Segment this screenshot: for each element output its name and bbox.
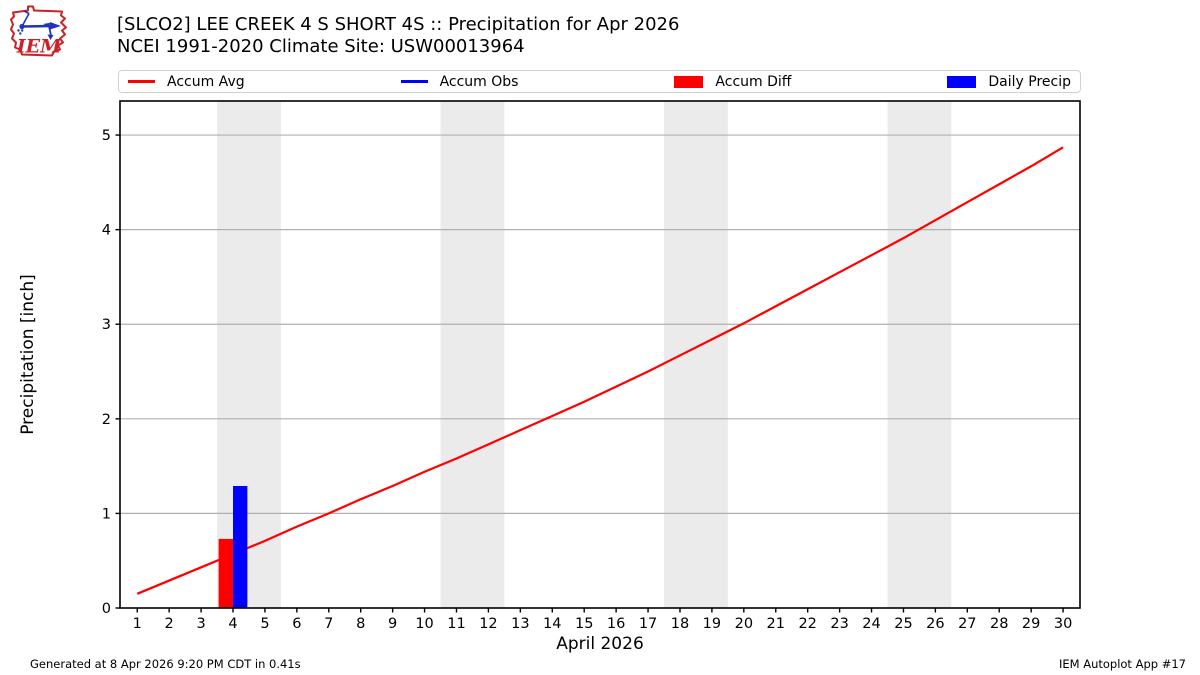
x-tick-label: 22 bbox=[798, 616, 816, 632]
x-tick-label: 1 bbox=[133, 616, 142, 632]
chart-subtitle: NCEI 1991-2020 Climate Site: USW00013964 bbox=[117, 35, 525, 57]
weather-vane-icon bbox=[17, 10, 61, 40]
x-tick-label: 28 bbox=[990, 616, 1008, 632]
weekend-band bbox=[664, 101, 728, 608]
x-tick-label: 24 bbox=[862, 616, 880, 632]
x-tick-label: 10 bbox=[415, 616, 433, 632]
chart-title: [SLCO2] LEE CREEK 4 S SHORT 4S :: Precip… bbox=[117, 14, 680, 35]
y-tick-label: 0 bbox=[102, 601, 111, 617]
x-tick-label: 14 bbox=[543, 616, 561, 632]
x-tick-label: 19 bbox=[703, 616, 721, 632]
x-tick-label: 3 bbox=[196, 616, 205, 632]
weekend-band bbox=[440, 101, 505, 608]
x-tick-label: 2 bbox=[165, 616, 174, 632]
x-tick-label: 23 bbox=[830, 616, 848, 632]
plot-border bbox=[119, 100, 1081, 609]
generated-timestamp: Generated at 8 Apr 2026 9:20 PM CDT in 0… bbox=[30, 657, 301, 671]
legend-label: Accum Avg bbox=[167, 73, 245, 90]
x-axis-label: April 2026 bbox=[556, 634, 644, 654]
y-tick-label: 3 bbox=[102, 317, 111, 333]
app-credit: IEM Autoplot App #17 bbox=[1058, 657, 1186, 671]
weekend-bands bbox=[217, 101, 952, 608]
x-tick-label: 9 bbox=[388, 616, 397, 632]
x-tick-label: 12 bbox=[479, 616, 497, 632]
chart-legend: Accum Avg Accum Obs Accum Diff Daily Pre… bbox=[118, 70, 1081, 93]
weekend-band bbox=[217, 101, 281, 608]
x-tick-label: 6 bbox=[292, 616, 301, 632]
x-tick-label: 30 bbox=[1054, 616, 1072, 632]
iowa-outline-icon bbox=[10, 5, 67, 57]
x-tick-label: 13 bbox=[511, 616, 529, 632]
blue-box-swatch-icon bbox=[947, 75, 977, 88]
red-box-swatch-icon bbox=[674, 75, 704, 88]
legend-item-accum-obs: Accum Obs bbox=[400, 73, 519, 90]
x-tick-label: 8 bbox=[356, 616, 365, 632]
red-line-swatch-icon bbox=[128, 80, 155, 83]
legend-item-accum-avg: Accum Avg bbox=[128, 74, 245, 90]
x-tick-label: 20 bbox=[735, 616, 753, 632]
legend-label: Accum Obs bbox=[439, 73, 519, 90]
accum-diff-bar bbox=[218, 538, 234, 608]
legend-item-daily-precip: Daily Precip bbox=[947, 74, 1071, 90]
daily-precip-bar bbox=[233, 485, 248, 608]
y-axis-label: Precipitation [inch] bbox=[18, 274, 38, 435]
x-tick-label: 18 bbox=[671, 616, 689, 632]
iem-logo-text: IEM bbox=[16, 36, 62, 58]
x-axis-ticks: 1 2 3 4 5 6 7 8 9 10 11 12 13 14 15 16 17 18 19 20 21 22 23 24 2… bbox=[133, 608, 1072, 632]
accum-avg-line bbox=[136, 146, 1064, 595]
x-tick-label: 11 bbox=[447, 616, 465, 632]
precip-bars bbox=[218, 485, 248, 608]
blue-line-swatch-icon bbox=[400, 80, 428, 83]
weekend-band bbox=[887, 101, 952, 608]
x-tick-label: 16 bbox=[607, 616, 625, 632]
x-tick-label: 17 bbox=[639, 616, 657, 632]
legend-label: Accum Diff bbox=[715, 73, 792, 90]
accum-avg-line bbox=[136, 146, 1064, 595]
y-tick-label: 4 bbox=[102, 223, 111, 239]
x-tick-label: 21 bbox=[767, 616, 785, 632]
legend-item-accum-diff: Accum Diff bbox=[674, 74, 791, 90]
y-tick-label: 1 bbox=[102, 506, 111, 522]
chart-title-block: [SLCO2] LEE CREEK 4 S SHORT 4S :: Precip… bbox=[117, 14, 679, 57]
x-tick-label: 25 bbox=[894, 616, 912, 632]
x-tick-label: 26 bbox=[926, 616, 944, 632]
y-tick-label: 2 bbox=[102, 412, 111, 428]
y-axis-ticks: 0 1 2 3 4 5 bbox=[102, 128, 120, 617]
x-tick-label: 4 bbox=[228, 616, 237, 632]
y-tick-label: 5 bbox=[102, 128, 111, 144]
iem-logo: IEM bbox=[10, 5, 67, 58]
x-tick-label: 27 bbox=[958, 616, 976, 632]
x-tick-label: 7 bbox=[324, 616, 333, 632]
x-tick-label: 29 bbox=[1022, 616, 1040, 632]
legend-label: Daily Precip bbox=[988, 73, 1071, 90]
x-tick-label: 15 bbox=[575, 616, 593, 632]
x-tick-label: 5 bbox=[260, 616, 269, 632]
